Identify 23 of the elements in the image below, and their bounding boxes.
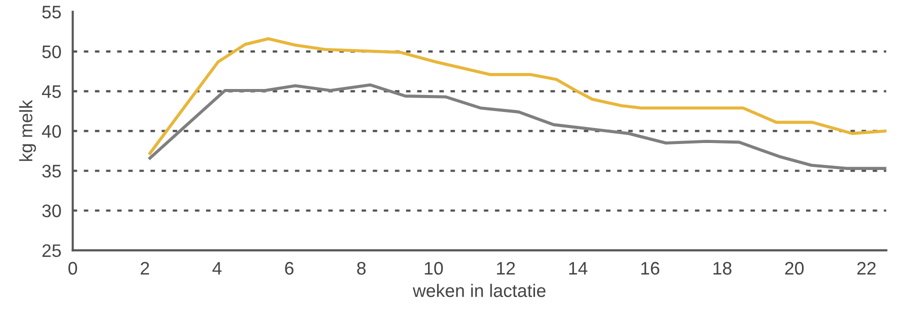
y-tick-label: 45 <box>42 85 61 98</box>
y-tick-label: 35 <box>42 164 61 178</box>
y-tick-label: 50 <box>42 45 61 58</box>
y-tick-label: 25 <box>42 244 61 258</box>
x-tick-label: 8 <box>357 262 366 275</box>
line-series <box>148 37 886 155</box>
line-series <box>148 83 886 170</box>
y-tick-label: 55 <box>42 6 61 18</box>
y-tick-label: 30 <box>42 204 61 218</box>
x-tick-label: 18 <box>714 262 732 275</box>
x-tick-label: 6 <box>285 262 294 275</box>
x-tick-label: 0 <box>68 262 78 275</box>
x-tick-label: 2 <box>140 262 150 275</box>
x-axis-title: weken in lactatie <box>412 284 546 298</box>
x-tick-label: 20 <box>785 262 804 275</box>
y-axis-title: kg melk <box>19 100 36 161</box>
x-tick-label: 4 <box>212 262 222 275</box>
x-tick-label: 16 <box>641 262 660 275</box>
x-tick-label: 10 <box>424 262 443 275</box>
x-tick-label: 22 <box>857 262 876 275</box>
y-tick-label: 40 <box>42 124 61 138</box>
x-tick-label: 12 <box>497 262 515 275</box>
x-tick-label: 14 <box>569 262 588 275</box>
